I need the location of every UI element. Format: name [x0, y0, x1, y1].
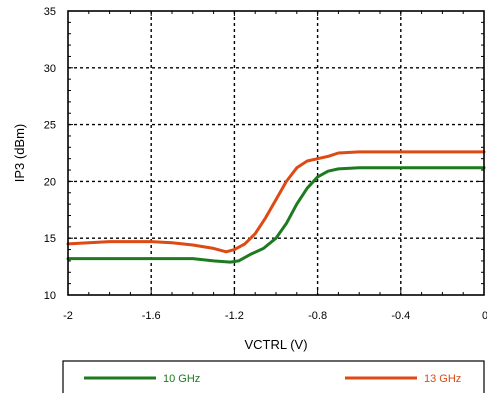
- y-tick-label: 25: [44, 120, 56, 132]
- series-line-10-ghz: [66, 166, 486, 264]
- x-tick-label: -0.4: [391, 310, 410, 322]
- y-tick-label: 10: [44, 290, 56, 302]
- y-tick-label: 20: [44, 176, 56, 188]
- y-axis-label: IP3 (dBm): [12, 124, 27, 183]
- series-line-13-ghz: [66, 150, 486, 254]
- x-axis-label: VCTRL (V): [244, 337, 307, 352]
- y-tick-label: 35: [44, 6, 56, 18]
- x-tick-label: -1.6: [142, 310, 161, 322]
- legend-label-13-ghz: 13 GHz: [424, 373, 461, 385]
- y-tick-label: 30: [44, 63, 56, 75]
- x-tick-label: -0.8: [308, 310, 327, 322]
- x-tick-label: -1.2: [225, 310, 244, 322]
- x-tick-label: -2: [63, 310, 73, 322]
- x-tick-label: 0: [482, 310, 487, 322]
- y-tick-label: 15: [44, 233, 56, 245]
- legend-label-10-ghz: 10 GHz: [163, 373, 200, 385]
- plot-frame: [67, 10, 485, 296]
